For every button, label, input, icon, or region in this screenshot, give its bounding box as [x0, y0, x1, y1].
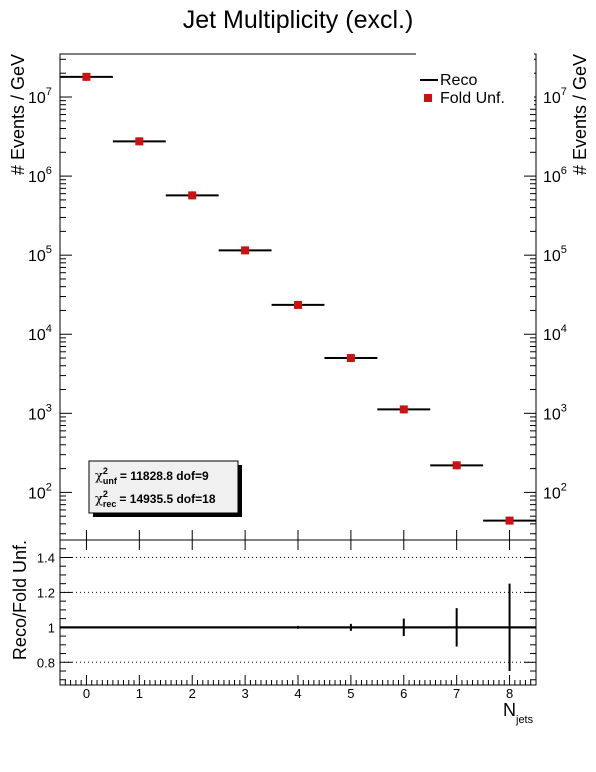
x-tick-label: 3	[241, 686, 248, 701]
ratio-data-marks	[60, 583, 536, 672]
y-tick-label-right: 104	[543, 323, 567, 344]
stats-chi2-unf: χ2 unf = 11828.8 dof=9	[95, 466, 209, 486]
y-tick-label-left: 105	[28, 244, 52, 265]
y-tick-label-exponent: 4	[46, 323, 52, 335]
fold-unf-marker	[452, 461, 461, 470]
x-tick-label: 1	[136, 686, 143, 701]
y-tick-label-base: 10	[28, 90, 46, 107]
y-tick-label-exponent: 6	[561, 165, 567, 177]
x-tick-label: 7	[453, 686, 460, 701]
y-tick-label-left: 104	[28, 323, 52, 344]
y-tick-label-base: 10	[28, 169, 46, 186]
ratio-y-tick-label: 0.8	[37, 655, 55, 670]
x-tick-label: 5	[347, 686, 354, 701]
y-tick-label-exponent: 3	[561, 402, 567, 414]
y-tick-label-left: 102	[28, 481, 52, 502]
y-tick-label-base: 10	[28, 485, 46, 502]
y-tick-label-base: 10	[543, 248, 561, 265]
x-tick-label: 4	[294, 686, 301, 701]
upper-data-marks	[60, 72, 536, 525]
y-axis-label-right: # Events / GeV	[570, 54, 590, 175]
y-tick-label-base: 10	[28, 248, 46, 265]
y-tick-label-right: 103	[543, 402, 567, 423]
fold-unf-marker	[188, 191, 197, 200]
y-tick-label-right: 106	[543, 165, 567, 186]
y-tick-label-exponent: 4	[561, 323, 567, 335]
y-tick-label-exponent: 2	[561, 481, 567, 493]
y-tick-label-exponent: 3	[46, 402, 52, 414]
lower-axis-ticks	[60, 539, 537, 685]
x-axis-label: Njets	[503, 700, 534, 726]
x-tick-label: 6	[400, 686, 407, 701]
y-tick-label-base: 10	[28, 327, 46, 344]
legend-foldunf-swatch	[424, 94, 432, 102]
y-tick-label-base: 10	[543, 327, 561, 344]
y-tick-label-right: 105	[543, 244, 567, 265]
legend-foldunf-label: Fold Unf.	[440, 90, 505, 107]
x-tick-labels: 0 1 2 3 4 5 6 7 8	[83, 686, 513, 701]
ratio-y-tick-label: 1.2	[37, 585, 55, 600]
stats-chi2-rec-sup: 2	[103, 489, 108, 499]
fold-unf-marker	[399, 405, 408, 414]
x-tick-label: 2	[189, 686, 196, 701]
ratio-y-tick-labels: 0.8 1 1.2 1.4	[37, 550, 55, 670]
y-tick-label-base: 10	[28, 406, 46, 423]
chart-title: Jet Multiplicity (excl.)	[183, 6, 414, 34]
stats-box-frame	[88, 460, 239, 514]
y-tick-label-right: 107	[543, 86, 567, 107]
stats-chi2-rec-symbol: χ	[95, 492, 103, 507]
stats-chi2-rec-sub: rec	[103, 499, 117, 509]
legend: Reco Fold Unf.	[416, 50, 534, 108]
lower-plot-frame	[59, 539, 537, 686]
stats-chi2-unf-symbol: χ	[95, 469, 103, 484]
ratio-y-tick-label: 1.4	[37, 550, 55, 565]
x-tick-label: 0	[83, 686, 90, 701]
y-tick-label-exponent: 6	[46, 165, 52, 177]
y-tick-label-right: 102	[543, 481, 567, 502]
y-axis-label-left: # Events / GeV	[8, 54, 28, 175]
fold-unf-marker	[294, 300, 302, 309]
fold-unf-marker	[505, 516, 514, 525]
stats-chi2-unf-sub: unf	[103, 476, 118, 486]
y-tick-label-exponent: 2	[46, 481, 52, 493]
y-tick-label-exponent: 7	[561, 86, 567, 98]
ratio-y-axis-label: Reco/Fold Unf.	[10, 540, 30, 660]
y-tick-label-base: 10	[543, 406, 561, 423]
x-tick-label: 8	[506, 686, 513, 701]
y-tick-label-base: 10	[543, 90, 561, 107]
y-tick-label-exponent: 5	[46, 244, 52, 256]
y-tick-label-base: 10	[543, 485, 561, 502]
fold-unf-marker	[82, 72, 91, 81]
fold-unf-marker	[241, 246, 250, 255]
x-axis-label-sub: jets	[515, 714, 534, 726]
fold-unf-marker	[346, 354, 355, 363]
y-tick-label-exponent: 7	[46, 86, 52, 98]
y-tick-label-exponent: 5	[561, 244, 567, 256]
x-axis-label-main: N	[503, 700, 516, 720]
ratio-y-tick-label: 1	[48, 620, 55, 635]
fold-unf-marker	[135, 137, 144, 146]
ratio-grid	[60, 556, 536, 663]
stats-box: χ2 unf = 11828.8 dof=9 χ2 rec = 14935.5 dof=…	[88, 460, 242, 517]
stats-chi2-rec-text: = 14935.5 dof=18	[119, 492, 215, 506]
y-tick-label-left: 103	[28, 402, 52, 423]
y-tick-label-base: 10	[543, 169, 561, 186]
stats-chi2-unf-sup: 2	[103, 466, 108, 476]
y-tick-label-left: 106	[28, 165, 52, 186]
legend-reco-label: Reco	[440, 72, 477, 89]
y-tick-label-left: 107	[28, 86, 52, 107]
stats-chi2-rec: χ2 rec = 14935.5 dof=18	[95, 489, 216, 509]
stats-chi2-unf-text: = 11828.8 dof=9	[120, 469, 209, 483]
